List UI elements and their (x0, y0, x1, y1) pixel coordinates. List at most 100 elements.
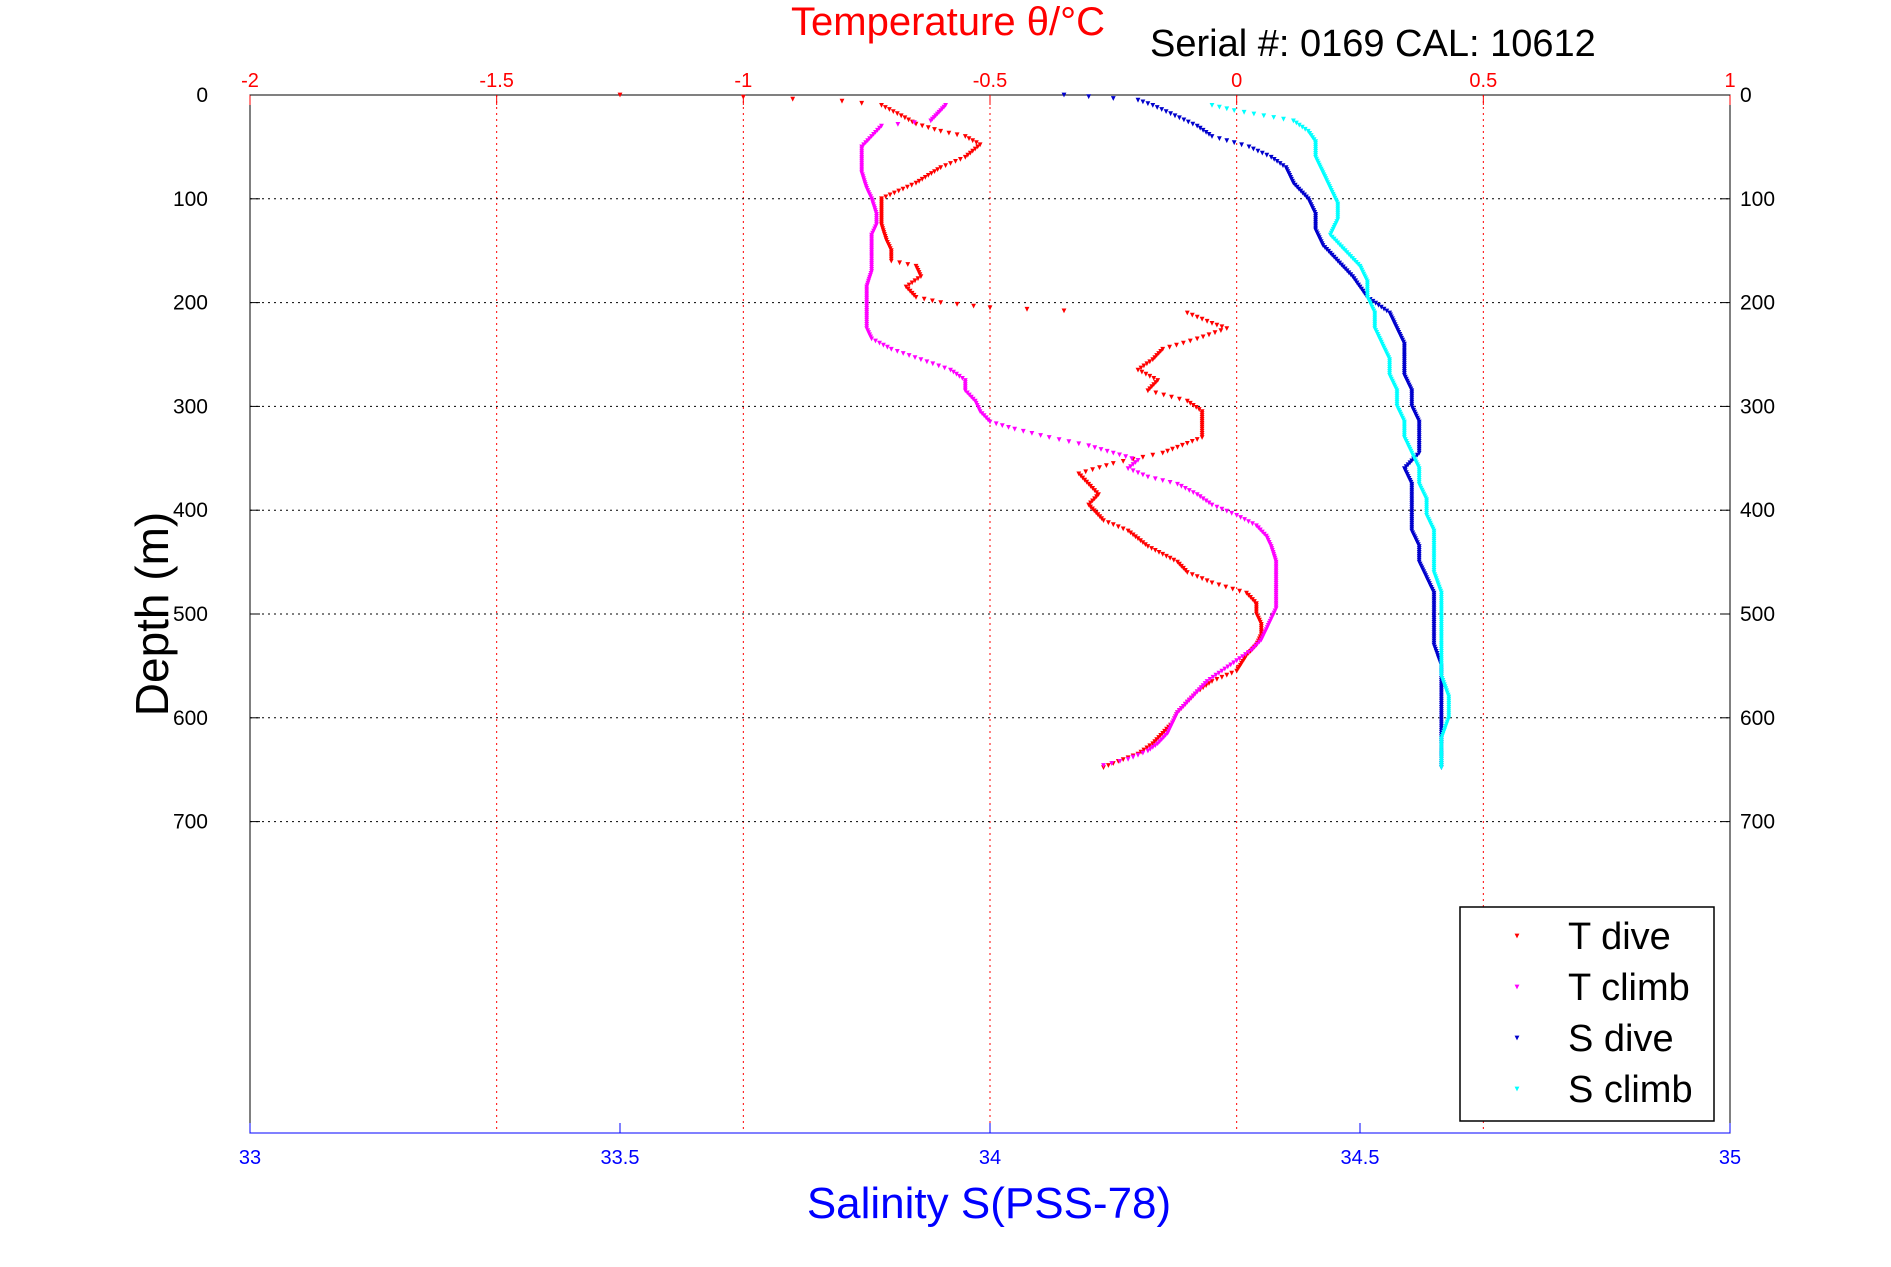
data-point (1143, 542, 1148, 547)
data-point (1184, 441, 1190, 446)
tick-label-depth-left: 700 (173, 811, 208, 834)
data-point (1144, 745, 1150, 751)
data-point (1184, 310, 1190, 316)
data-point (929, 171, 934, 176)
data-point (1255, 148, 1261, 154)
data-point (1242, 517, 1247, 522)
data-point (1117, 452, 1122, 458)
chart-subtitle: Serial #: 0169 CAL: 10612 (1150, 23, 1596, 65)
data-point (1110, 461, 1116, 466)
data-point (1180, 442, 1185, 448)
data-point (888, 258, 894, 264)
data-point (1209, 580, 1215, 586)
data-point (1098, 447, 1104, 452)
data-point (1110, 522, 1116, 528)
data-point (1092, 445, 1098, 451)
data-point (1106, 520, 1111, 526)
data-point (971, 303, 976, 309)
data-point (1384, 308, 1390, 314)
data-point (918, 357, 924, 363)
data-point (1206, 132, 1212, 137)
data-point (905, 184, 910, 190)
data-point (938, 300, 944, 305)
data-point (974, 140, 979, 146)
data-point (1203, 130, 1209, 135)
data-point (930, 298, 935, 304)
tick-label-depth-right: 500 (1740, 603, 1775, 626)
data-point (1120, 526, 1126, 532)
data-point (900, 186, 906, 192)
data-point (1214, 677, 1220, 682)
data-point (1135, 458, 1141, 463)
data-point (951, 369, 956, 375)
data-point (1207, 677, 1213, 682)
data-point (1213, 672, 1219, 678)
legend-marker (1514, 1086, 1520, 1092)
tick-label-temperature: 0 (1231, 70, 1242, 92)
data-point (1130, 462, 1136, 467)
data-point (1135, 752, 1141, 758)
data-point (1167, 344, 1172, 350)
data-point (935, 167, 940, 172)
data-point (912, 355, 918, 360)
data-point (1160, 478, 1166, 483)
series-s-dive (1061, 92, 1444, 770)
data-point (1029, 431, 1035, 436)
data-point (887, 192, 893, 198)
chart-title: Temperature θ/°C (791, 0, 1105, 44)
data-point (913, 180, 919, 186)
tick-label-salinity: 33.5 (601, 1147, 640, 1169)
data-point (1218, 328, 1224, 333)
data-point (1177, 115, 1182, 121)
data-point (873, 338, 878, 344)
legend-item: T climb (1514, 967, 1690, 1009)
data-point (790, 96, 796, 102)
data-point (1185, 119, 1191, 125)
tick-label-depth-right: 300 (1740, 395, 1775, 418)
data-point (1175, 444, 1180, 450)
data-point (1234, 513, 1240, 518)
data-point (922, 175, 928, 180)
series-t-dive (617, 92, 1264, 770)
data-point (1209, 321, 1215, 326)
data-point (1243, 652, 1248, 657)
data-point (1200, 496, 1206, 502)
data-point (1209, 502, 1215, 508)
data-point (1154, 105, 1160, 110)
data-point (915, 276, 921, 282)
data-point (930, 361, 936, 367)
legend-item: S dive (1514, 1018, 1674, 1060)
data-point (1378, 304, 1384, 310)
series-s-climb (1209, 103, 1452, 770)
data-point (1061, 308, 1067, 314)
data-point (938, 165, 944, 171)
data-point (859, 100, 865, 106)
data-point (1020, 428, 1026, 434)
data-point (1216, 670, 1222, 676)
data-point (1200, 127, 1206, 133)
tick-label-depth-right: 600 (1740, 707, 1775, 730)
data-point (1246, 519, 1251, 524)
data-point (1249, 647, 1254, 653)
data-point (1194, 123, 1200, 129)
data-point (1223, 584, 1229, 590)
tick-label-temperature: 0.5 (1469, 70, 1497, 92)
ticks-layer: -2 -1.5 -1 -0.5 0 0.5 1 33 33.5 34 34.5 35 0 0 100 100 2… (173, 70, 1775, 1169)
data-point (905, 262, 911, 267)
data-point (1296, 122, 1302, 128)
data-point (1138, 365, 1144, 371)
data-point (965, 152, 971, 158)
data-point (943, 163, 948, 168)
data-point (1373, 300, 1379, 306)
data-point (912, 120, 917, 126)
tick-label-depth-left: 600 (173, 707, 208, 730)
tick-label-temperature: -2 (241, 70, 259, 92)
data-point (1206, 500, 1212, 506)
data-point (1145, 101, 1151, 107)
data-point (936, 363, 942, 369)
data-point (948, 367, 953, 373)
data-point (1135, 367, 1141, 373)
data-point (1006, 425, 1011, 430)
